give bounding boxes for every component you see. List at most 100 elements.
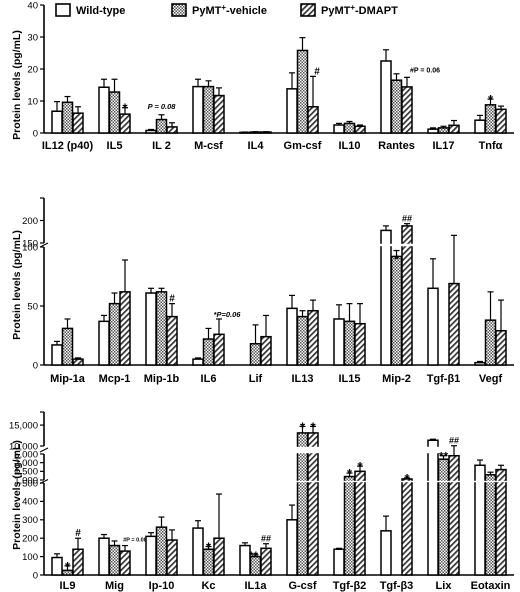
axis-break-mark xyxy=(39,479,49,484)
bar-break-gap xyxy=(437,480,450,483)
bar-break-gap xyxy=(401,243,413,247)
category-label-mcp-1: Mcp-1 xyxy=(99,373,131,385)
axis-break-mark xyxy=(39,242,49,248)
bar-vegf-wt xyxy=(474,361,486,366)
legend-tail-pymt-dmapt: -DMAPT xyxy=(355,5,398,17)
legend-label-wild-type: Wild-type xyxy=(76,5,125,17)
category-label-mig: Mig xyxy=(105,580,124,592)
bar-tgf-1-wt xyxy=(427,287,439,366)
category-label-gm-csf: Gm-csf xyxy=(284,140,322,152)
legend-swatch-wild-type xyxy=(55,3,71,17)
y-axis-label-bottom: Protein levels (pg/mL) xyxy=(11,440,23,550)
category-label-mip-2: Mip-2 xyxy=(382,373,411,385)
category-label-il9: IL9 xyxy=(60,580,76,592)
significance-label-il1a-veh: ** xyxy=(249,549,259,563)
bar-il6-dmapt xyxy=(213,333,225,366)
bar-break-gap xyxy=(354,480,366,483)
bar-il6-veh xyxy=(202,338,215,366)
legend: Wild-type PyMT+-vehicle PyMT+-DMAPT xyxy=(55,3,398,17)
y-tick-label: 30 xyxy=(27,32,38,43)
bar-il12-p40-wt xyxy=(51,110,63,134)
bar-mip-2-dmapt xyxy=(401,225,413,366)
bar-lix-dmapt xyxy=(448,454,460,576)
y-tick-label: 5,000 xyxy=(14,449,38,460)
category-label-tgf-3: Tgf-β3 xyxy=(380,580,414,592)
bar-break-gap xyxy=(474,480,486,483)
bar-il1a-dmapt xyxy=(260,547,272,576)
category-label-ip-10: Ip-10 xyxy=(149,580,175,592)
category-label-il13: IL13 xyxy=(291,373,313,385)
y-tick-label: 15,000 xyxy=(9,420,38,431)
bar-il5-dmapt xyxy=(119,113,131,134)
legend-label-pymt-dmapt: PyMT xyxy=(321,5,351,17)
bar-tgf-1-dmapt xyxy=(448,282,460,366)
legend-swatch-pymt-dmapt xyxy=(300,3,316,17)
bar-break-gap xyxy=(484,480,497,483)
y-tick-label: 300 xyxy=(22,515,38,526)
bar-m-csf-veh xyxy=(202,85,215,134)
svg-text:PyMT+-vehicle: PyMT+-vehicle xyxy=(192,3,267,17)
bar-ip-10-dmapt xyxy=(166,539,178,576)
bar-break-gap xyxy=(296,446,309,454)
legend-item-wild-type: Wild-type xyxy=(55,3,125,17)
bar-mip-2-veh xyxy=(390,255,403,366)
significance-label-il5-dmapt: * xyxy=(122,101,128,116)
axis-break-mark xyxy=(39,447,49,453)
significance-label-il6-dmapt: *P=0.06 xyxy=(214,310,242,319)
category-label-il5: IL5 xyxy=(107,140,123,152)
bar-break-gap xyxy=(427,480,439,483)
y-tick-label: 200 xyxy=(22,216,38,227)
bar-il15-dmapt xyxy=(354,322,366,366)
category-label-il4: IL4 xyxy=(248,140,265,152)
bar-il5-veh xyxy=(108,91,121,134)
category-label-tnf: Tnfα xyxy=(479,140,503,152)
bar-eotaxin-veh xyxy=(484,474,497,576)
category-label-il17: IL17 xyxy=(432,140,454,152)
bar-il10-wt xyxy=(333,124,345,134)
bar-g-csf-dmapt xyxy=(307,432,319,576)
category-label-mip-1a: Mip-1a xyxy=(50,373,86,385)
y-tick-label: 0 xyxy=(33,570,38,581)
bar-mcp-1-veh xyxy=(108,302,121,366)
bar-m-csf-dmapt xyxy=(213,94,225,134)
bar-mig-wt xyxy=(98,537,110,576)
bar-tgf-3-wt xyxy=(380,530,392,576)
category-label-il15: IL15 xyxy=(338,373,360,385)
y-tick-label: 0 xyxy=(33,128,38,139)
bar-g-csf-wt xyxy=(286,519,298,576)
bar-tnf-dmapt xyxy=(495,108,507,134)
significance-label-gm-csf-dmapt: # xyxy=(314,66,320,77)
bar-il13-dmapt xyxy=(307,309,319,366)
bar-ip-10-veh xyxy=(155,526,168,576)
bar-g-csf-veh xyxy=(296,432,309,576)
bar-break-gap xyxy=(427,446,439,454)
y-tick-label: 1,500 xyxy=(14,467,38,478)
bar-il-2-dmapt xyxy=(166,126,178,134)
legend-tail-pymt-vehicle: -vehicle xyxy=(226,5,267,17)
y-tick-label: 100 xyxy=(22,242,38,253)
svg-text:PyMT+-DMAPT: PyMT+-DMAPT xyxy=(321,3,398,17)
significance-label-rantes-dmapt: #P = 0.06 xyxy=(410,67,440,74)
bar-il13-wt xyxy=(286,307,298,366)
significance-label-lix-veh: ** xyxy=(439,450,449,464)
bar-m-csf-wt xyxy=(192,85,204,134)
significance-label-lix-dmapt: ## xyxy=(449,436,459,446)
bar-break-gap xyxy=(296,480,309,483)
category-label-tgf-1: Tgf-β1 xyxy=(427,373,461,385)
bar-il17-dmapt xyxy=(448,124,460,134)
category-label-kc: Kc xyxy=(201,580,215,592)
bar-break-gap xyxy=(307,480,319,483)
significance-label-tnf-veh: * xyxy=(488,92,494,107)
legend-swatch-pymt-vehicle xyxy=(171,3,187,17)
y-tick-label: 20 xyxy=(27,64,38,75)
y-tick-label: 150 xyxy=(22,238,38,249)
legend-sup-pymt-vehicle: + xyxy=(221,3,226,12)
significance-label-il1a-dmapt: ## xyxy=(261,534,271,544)
bar-kc-dmapt xyxy=(213,537,225,576)
category-label-rantes: Rantes xyxy=(378,140,415,152)
y-tick-label: 100 xyxy=(22,552,38,563)
bar-tgf-2-veh xyxy=(343,475,356,576)
significance-label-tgf-2-veh: * xyxy=(347,466,353,481)
bar-il10-veh xyxy=(343,122,356,134)
